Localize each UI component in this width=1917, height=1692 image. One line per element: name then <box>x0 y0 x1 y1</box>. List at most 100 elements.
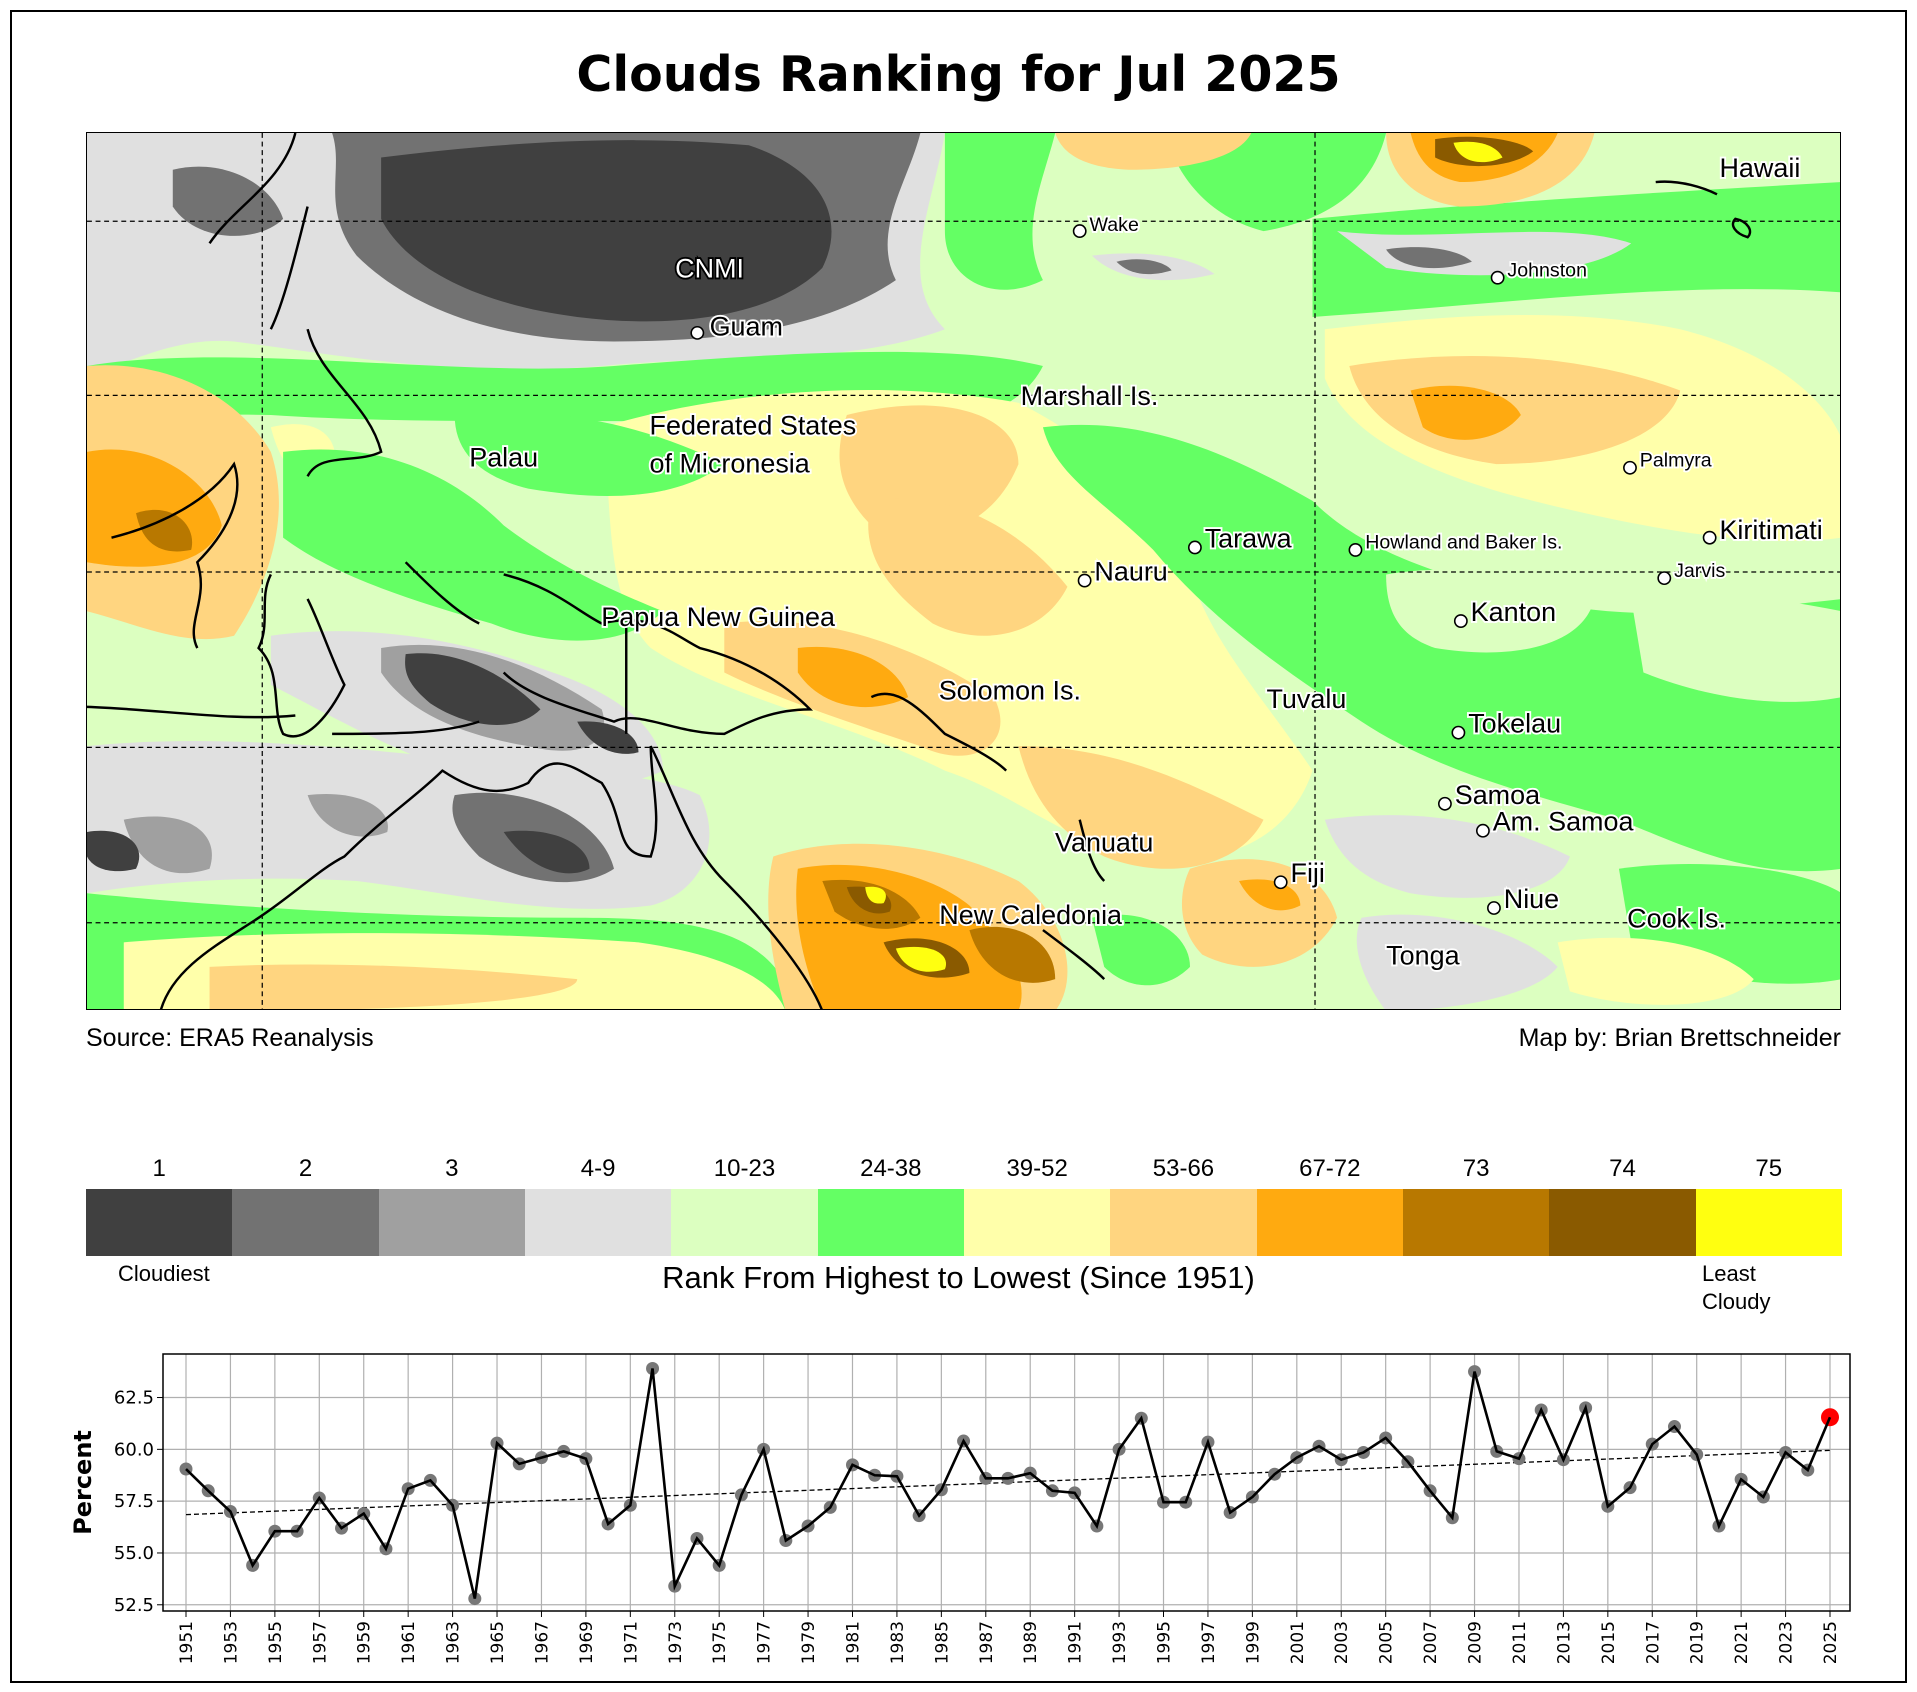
legend-bin-swatch <box>1402 1189 1550 1256</box>
x-tick-label: 1975 <box>710 1621 730 1664</box>
label-fiji: Fiji <box>1290 858 1324 888</box>
label-kanton: Kanton <box>1471 597 1556 627</box>
y-tick-label: 52.5 <box>114 1595 154 1616</box>
y-axis-label: Percent <box>69 1430 97 1535</box>
y-tick-label: 57.5 <box>114 1491 154 1512</box>
label-solomon: Solomon Is. <box>939 676 1081 706</box>
x-tick-label: 2021 <box>1732 1621 1752 1664</box>
marker-howland <box>1348 542 1363 557</box>
x-tick-label: 2007 <box>1421 1621 1441 1664</box>
x-tick-label: 1999 <box>1243 1621 1263 1664</box>
figure-border <box>10 10 1907 1683</box>
x-tick-label: 1985 <box>932 1621 952 1664</box>
y-tick-label: 62.5 <box>114 1388 154 1409</box>
place-labels: Wake CNMI Guam Johnston Hawaii Marshall … <box>467 151 1824 972</box>
label-howland: Howland and Baker Is. <box>1365 532 1562 554</box>
label-fsm-line1: Federated States <box>650 411 857 441</box>
label-tokelau: Tokelau <box>1468 709 1561 739</box>
legend-high-note-line2: Cloudy <box>1702 1289 1771 1314</box>
marker-tarawa <box>1187 540 1202 555</box>
legend-bin-label: 2 <box>298 1155 313 1182</box>
marker-samoa <box>1437 796 1452 811</box>
marker-wake <box>1072 224 1087 239</box>
legend-title: Rank From Highest to Lowest (Since 1951) <box>662 1260 1255 1295</box>
source-note: Source: ERA5 Reanalysis <box>86 1024 374 1052</box>
x-tick-label: 1997 <box>1199 1621 1219 1664</box>
legend-bin-label: 39-52 <box>1006 1155 1068 1182</box>
x-tick-label: 2001 <box>1288 1621 1308 1664</box>
legend-bin-label: 75 <box>1755 1155 1783 1182</box>
x-tick-label: 2003 <box>1332 1621 1352 1664</box>
marker-kiritimati <box>1702 530 1717 545</box>
x-tick-label: 1957 <box>310 1621 330 1664</box>
trend-line <box>185 1449 1831 1516</box>
label-palau: Palau <box>469 443 538 473</box>
x-tick-label: 1989 <box>1021 1621 1041 1664</box>
label-cook: Cook Is. <box>1627 904 1726 934</box>
legend-bin-label: 4-9 <box>580 1155 616 1182</box>
plot-frame <box>162 1353 1851 1612</box>
x-tick-label: 2011 <box>1510 1621 1530 1664</box>
credit-note: Map by: Brian Brettschneider <box>1518 1024 1841 1052</box>
legend-bin-swatch <box>1110 1189 1257 1256</box>
x-tick-label: 1979 <box>799 1621 819 1664</box>
legend-bin-swatch <box>1256 1189 1403 1256</box>
x-tick-label: 1987 <box>977 1621 997 1664</box>
page-title: Clouds Ranking for Jul 2025 <box>576 46 1341 103</box>
legend-bin-swatch <box>817 1189 964 1256</box>
label-png: Papua New Guinea <box>601 602 835 632</box>
legend-bin-swatch <box>671 1189 818 1256</box>
y-tick-label: 55.0 <box>114 1543 154 1564</box>
marker-fiji <box>1273 875 1288 890</box>
marker-palmyra <box>1623 460 1637 475</box>
label-wake: Wake <box>1090 214 1139 236</box>
label-kiritimati: Kiritimati <box>1719 515 1822 545</box>
legend-labels: 1 2 3 4-9 10-23 24-38 39-52 53-66 67-72 73 74 75 <box>86 1155 1842 1183</box>
location-markers <box>690 224 1717 915</box>
x-tick-label: 2017 <box>1643 1621 1663 1664</box>
legend-bin-swatch <box>524 1189 672 1256</box>
legend-bin-label: 24-38 <box>860 1155 922 1182</box>
coastlines <box>87 133 1752 1009</box>
legend-bin-label: 73 <box>1462 1155 1490 1182</box>
label-vanuatu: Vanuatu <box>1055 828 1153 858</box>
label-jarvis: Jarvis <box>1674 560 1725 582</box>
map-canvas: Wake CNMI Guam Johnston Hawaii Marshall … <box>87 133 1840 1009</box>
legend-bin-swatch <box>1695 1189 1842 1256</box>
marker-johnston <box>1490 270 1505 285</box>
x-tick-label: 1995 <box>1155 1621 1175 1664</box>
legend-low-note: Cloudiest <box>118 1261 210 1286</box>
x-tick-label: 1991 <box>1066 1621 1086 1664</box>
x-tick-label: 2013 <box>1554 1621 1574 1664</box>
x-tick-label: 1993 <box>1110 1621 1130 1664</box>
label-new-caledonia: New Caledonia <box>939 900 1122 930</box>
legend-colorbar <box>86 1189 1842 1256</box>
x-tick-label: 1965 <box>488 1621 508 1664</box>
y-tick-label: 60.0 <box>114 1439 154 1460</box>
x-tick-label: 1969 <box>577 1621 597 1664</box>
legend-bin-swatch <box>963 1189 1111 1256</box>
x-tick-label: 1967 <box>532 1621 552 1664</box>
label-marshall: Marshall Is. <box>1021 381 1159 411</box>
time-series-chart: 52.5 55.0 57.5 60.0 62.5 1951 1953 1955 1957 1959… <box>69 1353 1851 1664</box>
x-tick-label: 1981 <box>843 1621 863 1664</box>
x-tick-label: 2009 <box>1466 1621 1486 1664</box>
marker-kanton <box>1453 614 1468 628</box>
legend-bin-swatch <box>232 1189 379 1256</box>
legend-bin-swatch <box>378 1189 525 1256</box>
marker-nauru <box>1077 573 1092 588</box>
rank-shading <box>87 133 1840 1009</box>
label-palmyra: Palmyra <box>1640 450 1712 472</box>
x-tick-label: 2005 <box>1377 1621 1397 1664</box>
legend-bin-label: 3 <box>445 1155 459 1182</box>
label-guam: Guam <box>710 311 783 341</box>
cloud-rank-map: Wake CNMI Guam Johnston Hawaii Marshall … <box>86 132 1841 1010</box>
label-hawaii: Hawaii <box>1719 153 1800 183</box>
x-tick-label: 2025 <box>1821 1621 1841 1664</box>
label-niue: Niue <box>1504 884 1559 914</box>
x-tick-label: 1951 <box>177 1621 197 1664</box>
x-tick-label: 1959 <box>355 1621 375 1664</box>
marker-amsamoa <box>1475 823 1490 838</box>
label-samoa: Samoa <box>1455 780 1540 810</box>
legend-bin-label: 1 <box>152 1155 166 1182</box>
